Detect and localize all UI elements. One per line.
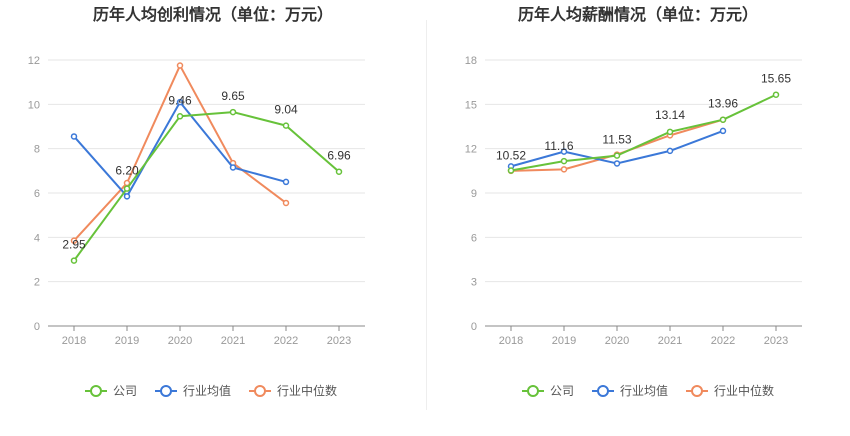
data-point-company[interactable] [560,157,568,165]
data-point-industry_avg[interactable] [229,164,237,171]
x-tick-label: 2020 [605,335,629,347]
x-tick-label: 2018 [62,335,86,347]
chart-title: 历年人均薪酬情况（单位：万元） [518,5,758,24]
data-point-company[interactable] [123,185,131,192]
data-point-industry_avg[interactable] [70,133,78,140]
legend-swatch-marker [691,385,703,397]
series-line-company [73,111,340,262]
legend-label: 行业均值 [183,383,231,398]
legend-label: 公司 [550,384,574,398]
legend-item-company[interactable]: 公司 [522,384,574,398]
data-label: 15.65 [761,72,791,86]
legend-swatch-marker [254,385,266,397]
y-tick-label: 6 [34,188,40,200]
data-point-company[interactable] [507,167,515,174]
data-label: 11.16 [544,139,573,153]
data-point-company[interactable] [772,91,780,98]
data-label: 6.96 [327,149,351,163]
chart-salary-per-capita: 历年人均薪酬情况（单位：万元） 0 3 6 9 12 15 18 2018 2019 2020 20… [465,5,802,398]
y-tick-label: 12 [465,144,477,156]
data-point-industry_median[interactable] [176,62,184,69]
x-tick-label: 2019 [115,335,139,347]
x-tick-label: 2022 [711,335,735,347]
x-tick-label: 2019 [552,335,576,347]
x-tick-label: 2021 [221,335,245,347]
x-tick-label: 2021 [658,335,682,347]
data-point-industry_avg[interactable] [560,148,568,155]
data-point-industry_median[interactable] [282,199,290,207]
data-label: 10.52 [496,149,526,163]
data-label: 9.65 [221,89,245,103]
x-tick-label: 2022 [274,335,298,347]
legend-swatch-marker [527,385,539,397]
chart-title: 历年人均创利情况（单位：万元） [93,5,333,24]
data-point-industry_avg[interactable] [176,98,184,106]
y-tick-label: 9 [471,188,477,200]
y-tick-label: 18 [465,55,477,67]
legend-label: 行业均值 [620,383,668,398]
data-point-company[interactable] [282,122,290,129]
y-tick-label: 8 [34,144,40,156]
legend-swatch-marker [160,385,172,397]
data-point-industry_avg[interactable] [613,160,621,167]
x-tick-label: 2023 [764,335,788,347]
x-tick-label: 2023 [327,335,351,347]
series-line-industry_median [73,64,287,242]
data-point-industry_avg[interactable] [282,178,290,186]
legend-item-industry_avg[interactable]: 行业均值 [155,383,231,398]
data-point-company[interactable] [613,152,621,159]
x-tick-label: 2020 [168,335,192,347]
legend-label: 公司 [113,384,137,398]
data-label: 2.95 [62,238,86,252]
data-label: 6.20 [115,164,139,178]
y-tick-label: 0 [471,321,477,333]
y-tick-label: 2 [34,277,40,289]
data-point-company[interactable] [70,257,78,264]
data-label: 9.04 [274,103,298,117]
data-label: 9.46 [168,93,192,107]
data-point-company[interactable] [176,113,184,120]
legend-swatch-marker [90,385,102,397]
data-point-industry_avg[interactable] [666,147,674,155]
y-tick-label: 10 [28,99,40,111]
data-point-industry_median[interactable] [70,237,78,244]
y-tick-label: 4 [34,232,40,244]
data-point-industry_median[interactable] [560,166,568,173]
series-line-company [510,93,777,172]
data-label: 11.53 [602,133,631,147]
data-label: 13.14 [655,108,685,122]
y-tick-label: 3 [471,277,477,289]
chart-profit-per-capita: 历年人均创利情况（单位：万元） 0 2 4 6 8 10 12 2018 2019 2020 202… [28,5,365,398]
y-tick-label: 0 [34,321,40,333]
data-point-company[interactable] [335,168,343,175]
legend-item-industry_avg[interactable]: 行业均值 [592,383,668,398]
data-point-company[interactable] [229,108,237,116]
x-tick-label: 2018 [499,335,523,347]
legend-label: 行业中位数 [714,383,774,398]
y-tick-label: 12 [28,55,40,67]
legend-item-industry_median[interactable]: 行业中位数 [249,383,337,398]
data-label: 13.96 [708,97,738,111]
legend-item-company[interactable]: 公司 [85,384,137,398]
legend-label: 行业中位数 [277,383,337,398]
y-tick-label: 6 [471,232,477,244]
data-point-industry_avg[interactable] [719,127,727,135]
data-point-company[interactable] [719,116,727,123]
data-point-company[interactable] [666,128,674,136]
legend-item-industry_median[interactable]: 行业中位数 [686,383,774,398]
legend-swatch-marker [597,385,609,397]
y-tick-label: 15 [465,99,477,111]
data-point-industry_avg[interactable] [123,193,131,200]
panel-divider [426,20,427,410]
